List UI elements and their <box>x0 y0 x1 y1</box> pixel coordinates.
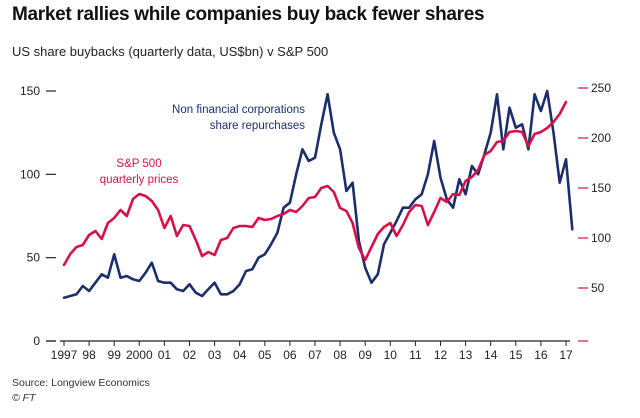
x-tick-label: 15 <box>509 348 523 362</box>
x-tick-label: 2000 <box>126 348 153 362</box>
series-annotation-sp500: S&P 500 <box>116 158 161 170</box>
x-tick-label: 17 <box>559 348 573 362</box>
x-tick-label: 04 <box>233 348 247 362</box>
right-axis: 50 100 150 200 250 <box>578 81 611 342</box>
series-line-buybacks <box>62 89 574 300</box>
left-tick-label: 50 <box>27 251 41 265</box>
chart-title: Market rallies while companies buy back … <box>12 4 485 25</box>
x-tick-label: 16 <box>534 348 548 362</box>
x-tick-label: 98 <box>82 348 96 362</box>
right-tick-label: 250 <box>591 81 611 95</box>
x-tick-label: 14 <box>484 348 498 362</box>
x-axis: 1997 98 99 2000 01 02 03 04 05 06 07 08 09 10 11 12 13 14… <box>51 340 573 362</box>
x-tick-label: 08 <box>333 348 347 362</box>
left-tick-label: 150 <box>20 84 40 98</box>
x-tick-label: 11 <box>409 348 422 362</box>
left-tick-label: 0 <box>33 334 40 348</box>
series-annotation-buybacks: Non financial corporations <box>172 104 305 116</box>
left-tick-label: 100 <box>20 167 40 181</box>
right-tick-label: 200 <box>591 131 611 145</box>
x-tick-label: 06 <box>283 348 297 362</box>
ft-brand: © FT <box>12 392 36 404</box>
x-tick-label: 05 <box>258 348 272 362</box>
x-tick-label: 01 <box>158 348 172 362</box>
series-annotation-sp500: quarterly prices <box>100 174 179 186</box>
x-tick-label: 07 <box>308 348 322 362</box>
right-tick-label: 150 <box>591 181 611 195</box>
x-tick-label: 12 <box>434 348 448 362</box>
x-tick-label: 10 <box>384 348 398 362</box>
x-tick-label: 13 <box>459 348 473 362</box>
source-note: Source: Longview Economics <box>12 377 150 389</box>
x-tick-label: 02 <box>183 348 197 362</box>
annotation-layer: Non financial corporations share repurcha… <box>100 104 306 186</box>
right-tick-label: 50 <box>591 281 605 295</box>
series-line-sp500 <box>62 100 568 267</box>
x-tick-label: 1997 <box>51 348 78 362</box>
chart-subtitle: US share buybacks (quarterly data, US$bn… <box>12 44 329 59</box>
series-layer <box>62 89 574 300</box>
x-tick-label: 03 <box>208 348 222 362</box>
x-tick-label: 09 <box>359 348 373 362</box>
x-tick-label: 99 <box>108 348 122 362</box>
right-tick-label: 100 <box>591 231 611 245</box>
series-annotation-buybacks: share repurchases <box>210 120 305 132</box>
left-axis: 0 50 100 150 <box>20 84 56 348</box>
